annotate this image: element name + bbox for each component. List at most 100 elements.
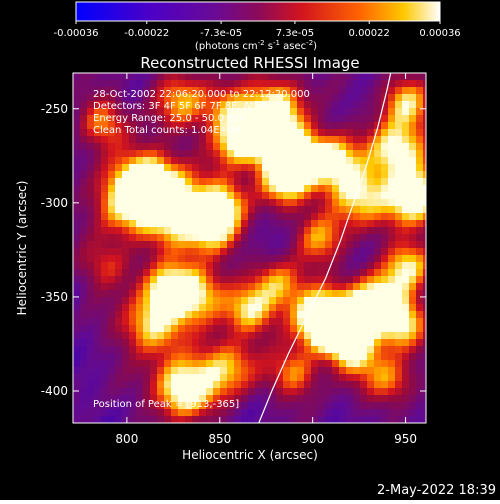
heatmap-cell [248,150,255,157]
heatmap-cell [143,381,150,388]
heatmap-cell [213,157,220,164]
heatmap-cell [262,241,269,248]
heatmap-cell [185,185,192,192]
heatmap-cell [150,192,157,199]
chart-title: Reconstructed RHESSI Image [140,54,359,72]
heatmap-cell [101,220,108,227]
heatmap-cell [395,269,402,276]
heatmap-cell [171,227,178,234]
heatmap-cell [339,297,346,304]
heatmap-cell [297,178,304,185]
heatmap-cell [234,185,241,192]
heatmap-cell [304,290,311,297]
heatmap-cell [304,255,311,262]
heatmap-cell [276,269,283,276]
heatmap-cell [304,325,311,332]
heatmap-cell [269,178,276,185]
heatmap-cell [129,136,136,143]
heatmap-cell [192,276,199,283]
heatmap-cell [143,374,150,381]
heatmap-cell [290,325,297,332]
heatmap-cell [388,262,395,269]
heatmap-cell [136,171,143,178]
heatmap-cell [94,87,101,94]
heatmap-cell [220,115,227,122]
heatmap-cell [388,199,395,206]
heatmap-cell [276,122,283,129]
heatmap-cell [262,227,269,234]
heatmap-cell [290,262,297,269]
heatmap-cell [290,416,297,423]
heatmap-cell [150,318,157,325]
heatmap-cell [262,332,269,339]
heatmap-cell [241,94,248,101]
heatmap-cell [381,416,388,423]
heatmap-cell [206,220,213,227]
heatmap-cell [171,402,178,409]
heatmap-cell [423,339,426,346]
heatmap-cell [360,185,367,192]
heatmap-cell [360,360,367,367]
heatmap-cell [311,255,318,262]
heatmap-cell [318,276,325,283]
heatmap-cell [346,234,353,241]
heatmap-cell [332,199,339,206]
heatmap-cell [178,234,185,241]
heatmap-cell [206,290,213,297]
heatmap-cell [367,332,374,339]
heatmap-cell [213,290,220,297]
heatmap-cell [325,157,332,164]
heatmap-cell [402,318,409,325]
heatmap-cell [234,94,241,101]
heatmap-cell [409,318,416,325]
heatmap-cell [367,262,374,269]
heatmap-cell [255,73,262,80]
heatmap-cell [227,248,234,255]
heatmap-cell [199,234,206,241]
heatmap-cell [192,248,199,255]
heatmap-cell [388,220,395,227]
heatmap-cell [276,213,283,220]
heatmap-cell [423,248,426,255]
heatmap-cell [297,206,304,213]
heatmap-cell [157,129,164,136]
heatmap-cell [220,164,227,171]
heatmap-cell [241,332,248,339]
heatmap-cell [276,332,283,339]
heatmap-cell [122,94,129,101]
heatmap-cell [402,276,409,283]
heatmap-cell [122,416,129,423]
heatmap-cell [339,115,346,122]
heatmap-cell [108,157,115,164]
heatmap-cell [129,290,136,297]
heatmap-cell [150,80,157,87]
heatmap-cell [290,297,297,304]
heatmap-cell [367,353,374,360]
heatmap-cell [234,129,241,136]
heatmap-cell [339,87,346,94]
heatmap-cell [381,178,388,185]
heatmap-cell [122,353,129,360]
x-tick-label: 950 [394,432,417,446]
heatmap-cell [94,206,101,213]
heatmap-cell [122,227,129,234]
heatmap-cell [353,311,360,318]
heatmap-cell [304,87,311,94]
heatmap-cell [178,409,185,416]
heatmap-cell [80,409,87,416]
heatmap-cell [262,304,269,311]
heatmap-cell [353,269,360,276]
heatmap-cell [171,325,178,332]
heatmap-cell [115,94,122,101]
heatmap-cell [255,353,262,360]
heatmap-cell [311,73,318,80]
heatmap-cell [220,80,227,87]
heatmap-cell [143,409,150,416]
heatmap-cell [388,374,395,381]
heatmap-cell [73,255,80,262]
heatmap-cell [416,248,423,255]
heatmap-cell [374,108,381,115]
heatmap-cell [346,311,353,318]
heatmap-cell [234,164,241,171]
heatmap-cell [297,185,304,192]
